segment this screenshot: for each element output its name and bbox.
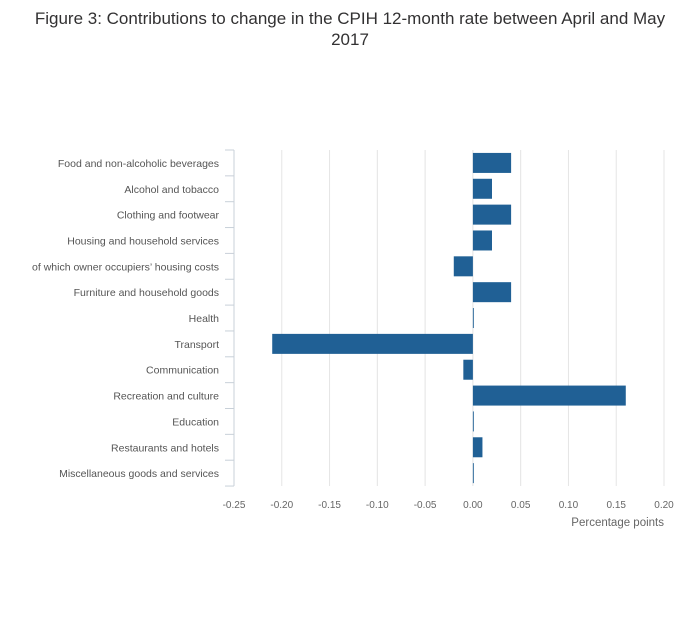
bar	[472, 411, 474, 432]
bar	[472, 282, 512, 303]
x-axis-title: Percentage points	[571, 517, 664, 529]
category-label: Restaurants and hotels	[111, 442, 219, 454]
bar	[472, 152, 512, 173]
bar	[472, 178, 492, 199]
x-tick-label: 0.00	[463, 500, 483, 511]
x-tick-label: -0.20	[270, 500, 293, 511]
bar	[472, 308, 474, 329]
gridlines	[281, 150, 665, 487]
category-label: Clothing and footwear	[117, 210, 220, 222]
bar	[472, 385, 626, 406]
bar	[272, 333, 473, 354]
x-tick-label: 0.15	[606, 500, 626, 511]
category-label: of which owner occupiers’ housing costs	[32, 261, 219, 273]
bar	[472, 204, 512, 225]
category-label: Miscellaneous goods and services	[59, 468, 219, 480]
category-label: Housing and household services	[67, 235, 219, 247]
category-label: Education	[172, 416, 219, 428]
category-label: Food and non-alcoholic beverages	[58, 158, 219, 170]
bar	[472, 230, 492, 251]
bars	[272, 152, 626, 484]
x-axis: -0.25 -0.20 -0.15 -0.10 -0.05 0.00 0.05 0.10 0.1…	[223, 500, 675, 511]
x-tick-label: 0.05	[511, 500, 531, 511]
x-tick-label: 0.10	[559, 500, 579, 511]
chart-title: Figure 3: Contributions to change in the…	[34, 9, 666, 49]
x-tick-label: 0.20	[654, 500, 674, 511]
bar	[453, 256, 473, 277]
bar	[472, 463, 474, 484]
bar	[463, 359, 473, 380]
x-tick-label: -0.15	[318, 500, 341, 511]
x-tick-label: -0.05	[414, 500, 437, 511]
y-axis: Food and non-alcoholic beverages Alcohol …	[32, 149, 235, 487]
category-label: Alcohol and tobacco	[124, 184, 219, 196]
category-label: Recreation and culture	[113, 391, 219, 403]
category-label: Transport	[174, 339, 219, 351]
bar	[472, 437, 483, 458]
category-label: Communication	[146, 365, 219, 377]
category-label: Furniture and household goods	[74, 287, 219, 299]
category-label: Health	[189, 313, 220, 325]
x-tick-label: -0.10	[366, 500, 389, 511]
x-tick-label: -0.25	[223, 500, 246, 511]
